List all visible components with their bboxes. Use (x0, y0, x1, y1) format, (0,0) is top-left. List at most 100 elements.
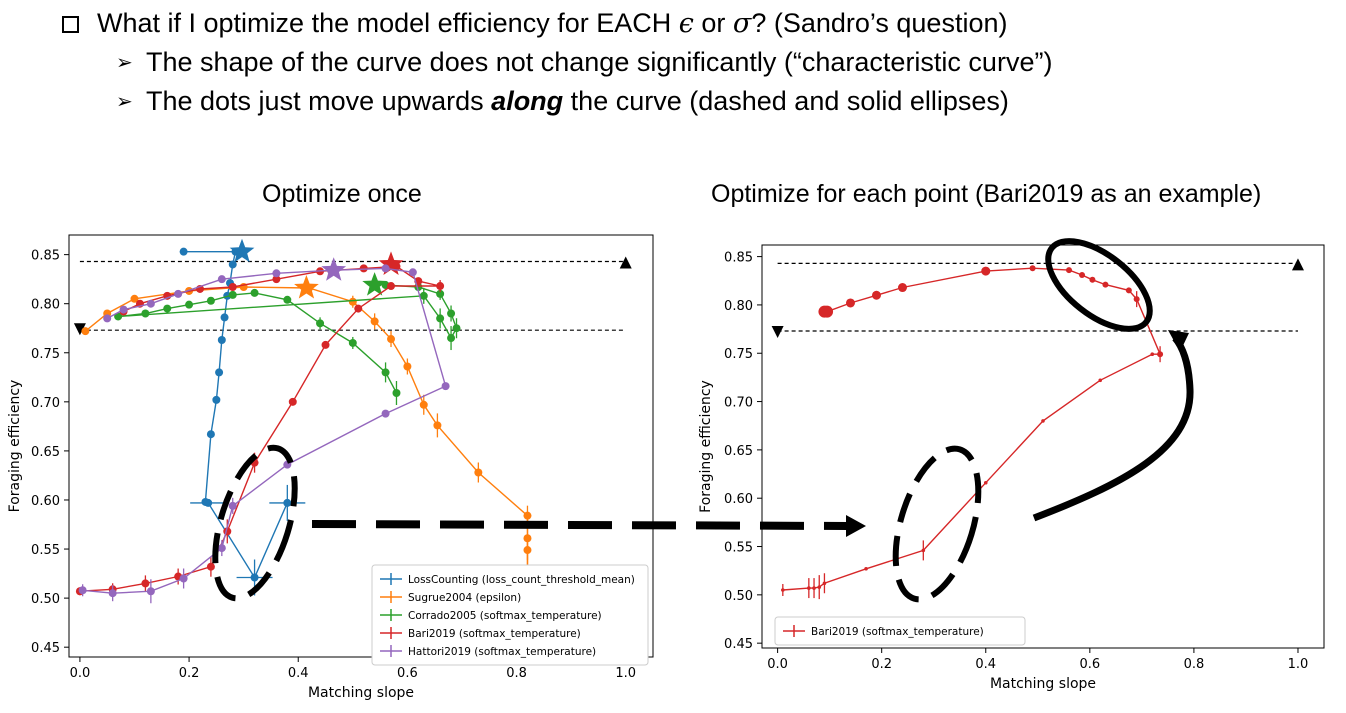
data-point-red (864, 566, 868, 571)
bullet-list: What if I optimize the model efficiency … (62, 4, 1332, 121)
data-point-red (822, 581, 827, 586)
x-tick-label: 0.2 (871, 657, 892, 672)
reference-marker-triangle-down (73, 323, 86, 336)
data-point-purple (119, 305, 128, 314)
x-tick-label: 1.0 (1288, 657, 1309, 672)
y-axis-label: Foraging efficiency (698, 380, 714, 513)
star-marker-purple (321, 257, 347, 281)
data-point-red (781, 588, 785, 592)
legend-label: Sugrue2004 (epsilon) (408, 592, 521, 604)
data-point-red (921, 548, 926, 553)
sub-bullet-2: ➢ The dots just move upwards along the cu… (116, 82, 1332, 121)
star-marker-red (378, 251, 404, 275)
x-tick-label: 0.4 (288, 666, 309, 681)
x-tick-label: 1.0 (615, 666, 636, 681)
data-point-red (250, 458, 259, 467)
data-point-red (1150, 352, 1155, 357)
data-point-red (1029, 265, 1036, 272)
data-point-green (163, 304, 172, 313)
y-axis-label: Foraging efficiency (7, 380, 23, 513)
reference-marker-triangle-up (1291, 258, 1304, 271)
data-point-blue (250, 573, 259, 582)
data-point-red (1066, 267, 1073, 274)
data-point-orange (523, 511, 532, 520)
data-point-red (871, 290, 881, 300)
data-point-orange (419, 400, 428, 409)
data-point-green (114, 312, 123, 321)
data-point-red (359, 264, 368, 273)
data-point-orange (370, 317, 379, 326)
data-point-green (316, 319, 325, 328)
data-point-orange (403, 362, 412, 371)
legend-label: LossCounting (loss_count_threshold_mean) (408, 574, 635, 586)
data-point-red (1089, 276, 1096, 283)
data-point-green (452, 324, 461, 333)
y-tick-label: 0.60 (724, 492, 753, 507)
chart-right: 0.0 0.2 0.4 0.6 0.8 1.0 0.45 0.50 0.55 0.60 0.65 0.… (698, 244, 1325, 692)
data-point-red (812, 586, 816, 590)
data-point-orange (523, 534, 532, 543)
y-tick-label: 0.85 (724, 251, 753, 266)
y-tick-label: 0.65 (31, 445, 60, 460)
x-tick-label: 0.4 (975, 657, 996, 672)
y-tick-label: 0.70 (724, 396, 753, 411)
y-tick-label: 0.85 (31, 249, 60, 264)
data-point-purple (146, 587, 155, 596)
data-point-red (228, 283, 237, 292)
data-point-purple (146, 299, 155, 308)
data-point-green (436, 314, 445, 323)
x-axis-label: Matching slope (990, 676, 1096, 692)
data-point-red (807, 586, 811, 590)
data-point-red (206, 562, 215, 571)
data-point-blue (228, 260, 237, 269)
y-tick-label: 0.50 (724, 589, 753, 604)
data-point-blue (206, 430, 215, 439)
y-tick-label: 0.45 (724, 637, 753, 652)
data-point-red (983, 480, 988, 485)
data-point-red (818, 305, 831, 318)
star-marker-blue (229, 238, 255, 263)
data-point-green (250, 288, 259, 297)
data-point-red (981, 266, 991, 276)
data-point-purple (272, 269, 281, 278)
heading-right: Optimize for each point (Bari2019 as an … (711, 180, 1262, 208)
data-point-blue (283, 498, 292, 507)
data-point-red (817, 585, 822, 589)
y-tick-label: 0.80 (31, 298, 60, 313)
data-point-purple (108, 589, 117, 598)
x-tick-label: 0.6 (397, 666, 418, 681)
data-point-green (447, 309, 456, 318)
data-point-blue (217, 336, 226, 345)
x-tick-label: 0.8 (506, 666, 527, 681)
legend-label: Bari2019 (softmax_temperature) (408, 628, 581, 640)
data-point-orange (433, 421, 442, 430)
data-point-green (419, 291, 428, 300)
data-point-orange (348, 297, 357, 306)
data-point-green (228, 290, 237, 299)
data-point-blue (212, 395, 221, 404)
data-point-purple (179, 574, 188, 583)
data-point-red (1079, 271, 1086, 278)
data-point-orange (474, 468, 483, 477)
data-point-red (354, 304, 363, 313)
data-point-purple (78, 586, 87, 595)
data-point-red (1102, 281, 1109, 288)
data-point-purple (103, 314, 112, 323)
chart-left: 0.0 0.2 0.4 0.6 0.8 1.0 0.45 0.50 0.55 0.60 0.65 0.… (7, 234, 654, 700)
data-point-blue (179, 247, 188, 256)
sub-bullet-1: ➢ The shape of the curve does not change … (116, 43, 1332, 82)
x-tick-label: 0.0 (767, 657, 788, 672)
star-marker-orange (294, 275, 319, 299)
data-point-purple (381, 409, 390, 418)
x-tick-label: 0.6 (1079, 657, 1100, 672)
legend-label: Hattori2019 (softmax_temperature) (408, 646, 596, 658)
y-tick-label: 0.55 (724, 541, 753, 556)
y-tick-label: 0.60 (31, 494, 60, 509)
star-marker-green (362, 272, 387, 296)
data-point-purple (174, 289, 183, 298)
data-point-green (436, 289, 445, 298)
y-tick-label: 0.75 (724, 347, 753, 362)
data-point-green (447, 334, 456, 343)
y-tick-label: 0.70 (31, 396, 60, 411)
data-point-green (348, 338, 357, 347)
